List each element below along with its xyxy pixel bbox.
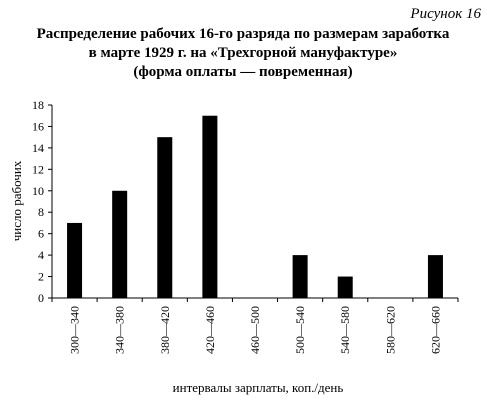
y-tick-label: 18 <box>32 98 44 112</box>
bar <box>292 255 308 298</box>
chart-title-line-1: Распределение рабочих 16-го разряда по р… <box>37 26 450 42</box>
y-tick-label: 0 <box>38 291 44 305</box>
y-tick-label: 6 <box>38 227 44 241</box>
bar <box>337 276 353 298</box>
bar <box>202 115 218 298</box>
x-tick-label: 460—500 <box>248 306 262 354</box>
y-tick-label: 10 <box>32 184 44 198</box>
x-tick-label: 580—620 <box>383 306 397 354</box>
y-tick-label: 8 <box>38 205 44 219</box>
chart-title-line-2: в марте 1929 г. на «Трехгорной мануфакту… <box>89 45 398 61</box>
bar <box>112 190 128 298</box>
y-tick-label: 12 <box>32 162 44 176</box>
x-tick-label: 420—460 <box>203 306 217 354</box>
y-axis-label: число рабочих <box>9 160 24 241</box>
bar <box>427 255 443 298</box>
y-tick-label: 4 <box>38 248 44 262</box>
x-tick-label: 620—660 <box>428 306 442 354</box>
figure-label: Рисунок 16 <box>409 6 481 22</box>
x-tick-label: 380—420 <box>158 306 172 354</box>
bar <box>67 222 83 298</box>
chart-title-line-3: (форма оплаты — повременная) <box>133 64 352 80</box>
y-tick-label: 2 <box>38 270 44 284</box>
plot-area: 0 2 4 6 8 10 12 14 16 18 300—340 340—380 380—420 420—… <box>32 98 459 354</box>
y-tick-label: 14 <box>32 141 44 155</box>
x-tick-label: 300—340 <box>68 306 82 354</box>
x-tick-label: 500—540 <box>293 306 307 354</box>
x-tick-label: 340—380 <box>113 306 127 354</box>
x-tick-label: 540—580 <box>338 306 352 354</box>
y-tick-label: 16 <box>32 119 44 133</box>
x-axis-label: интервалы зарплаты, коп./день <box>173 380 344 395</box>
bar <box>157 137 173 298</box>
